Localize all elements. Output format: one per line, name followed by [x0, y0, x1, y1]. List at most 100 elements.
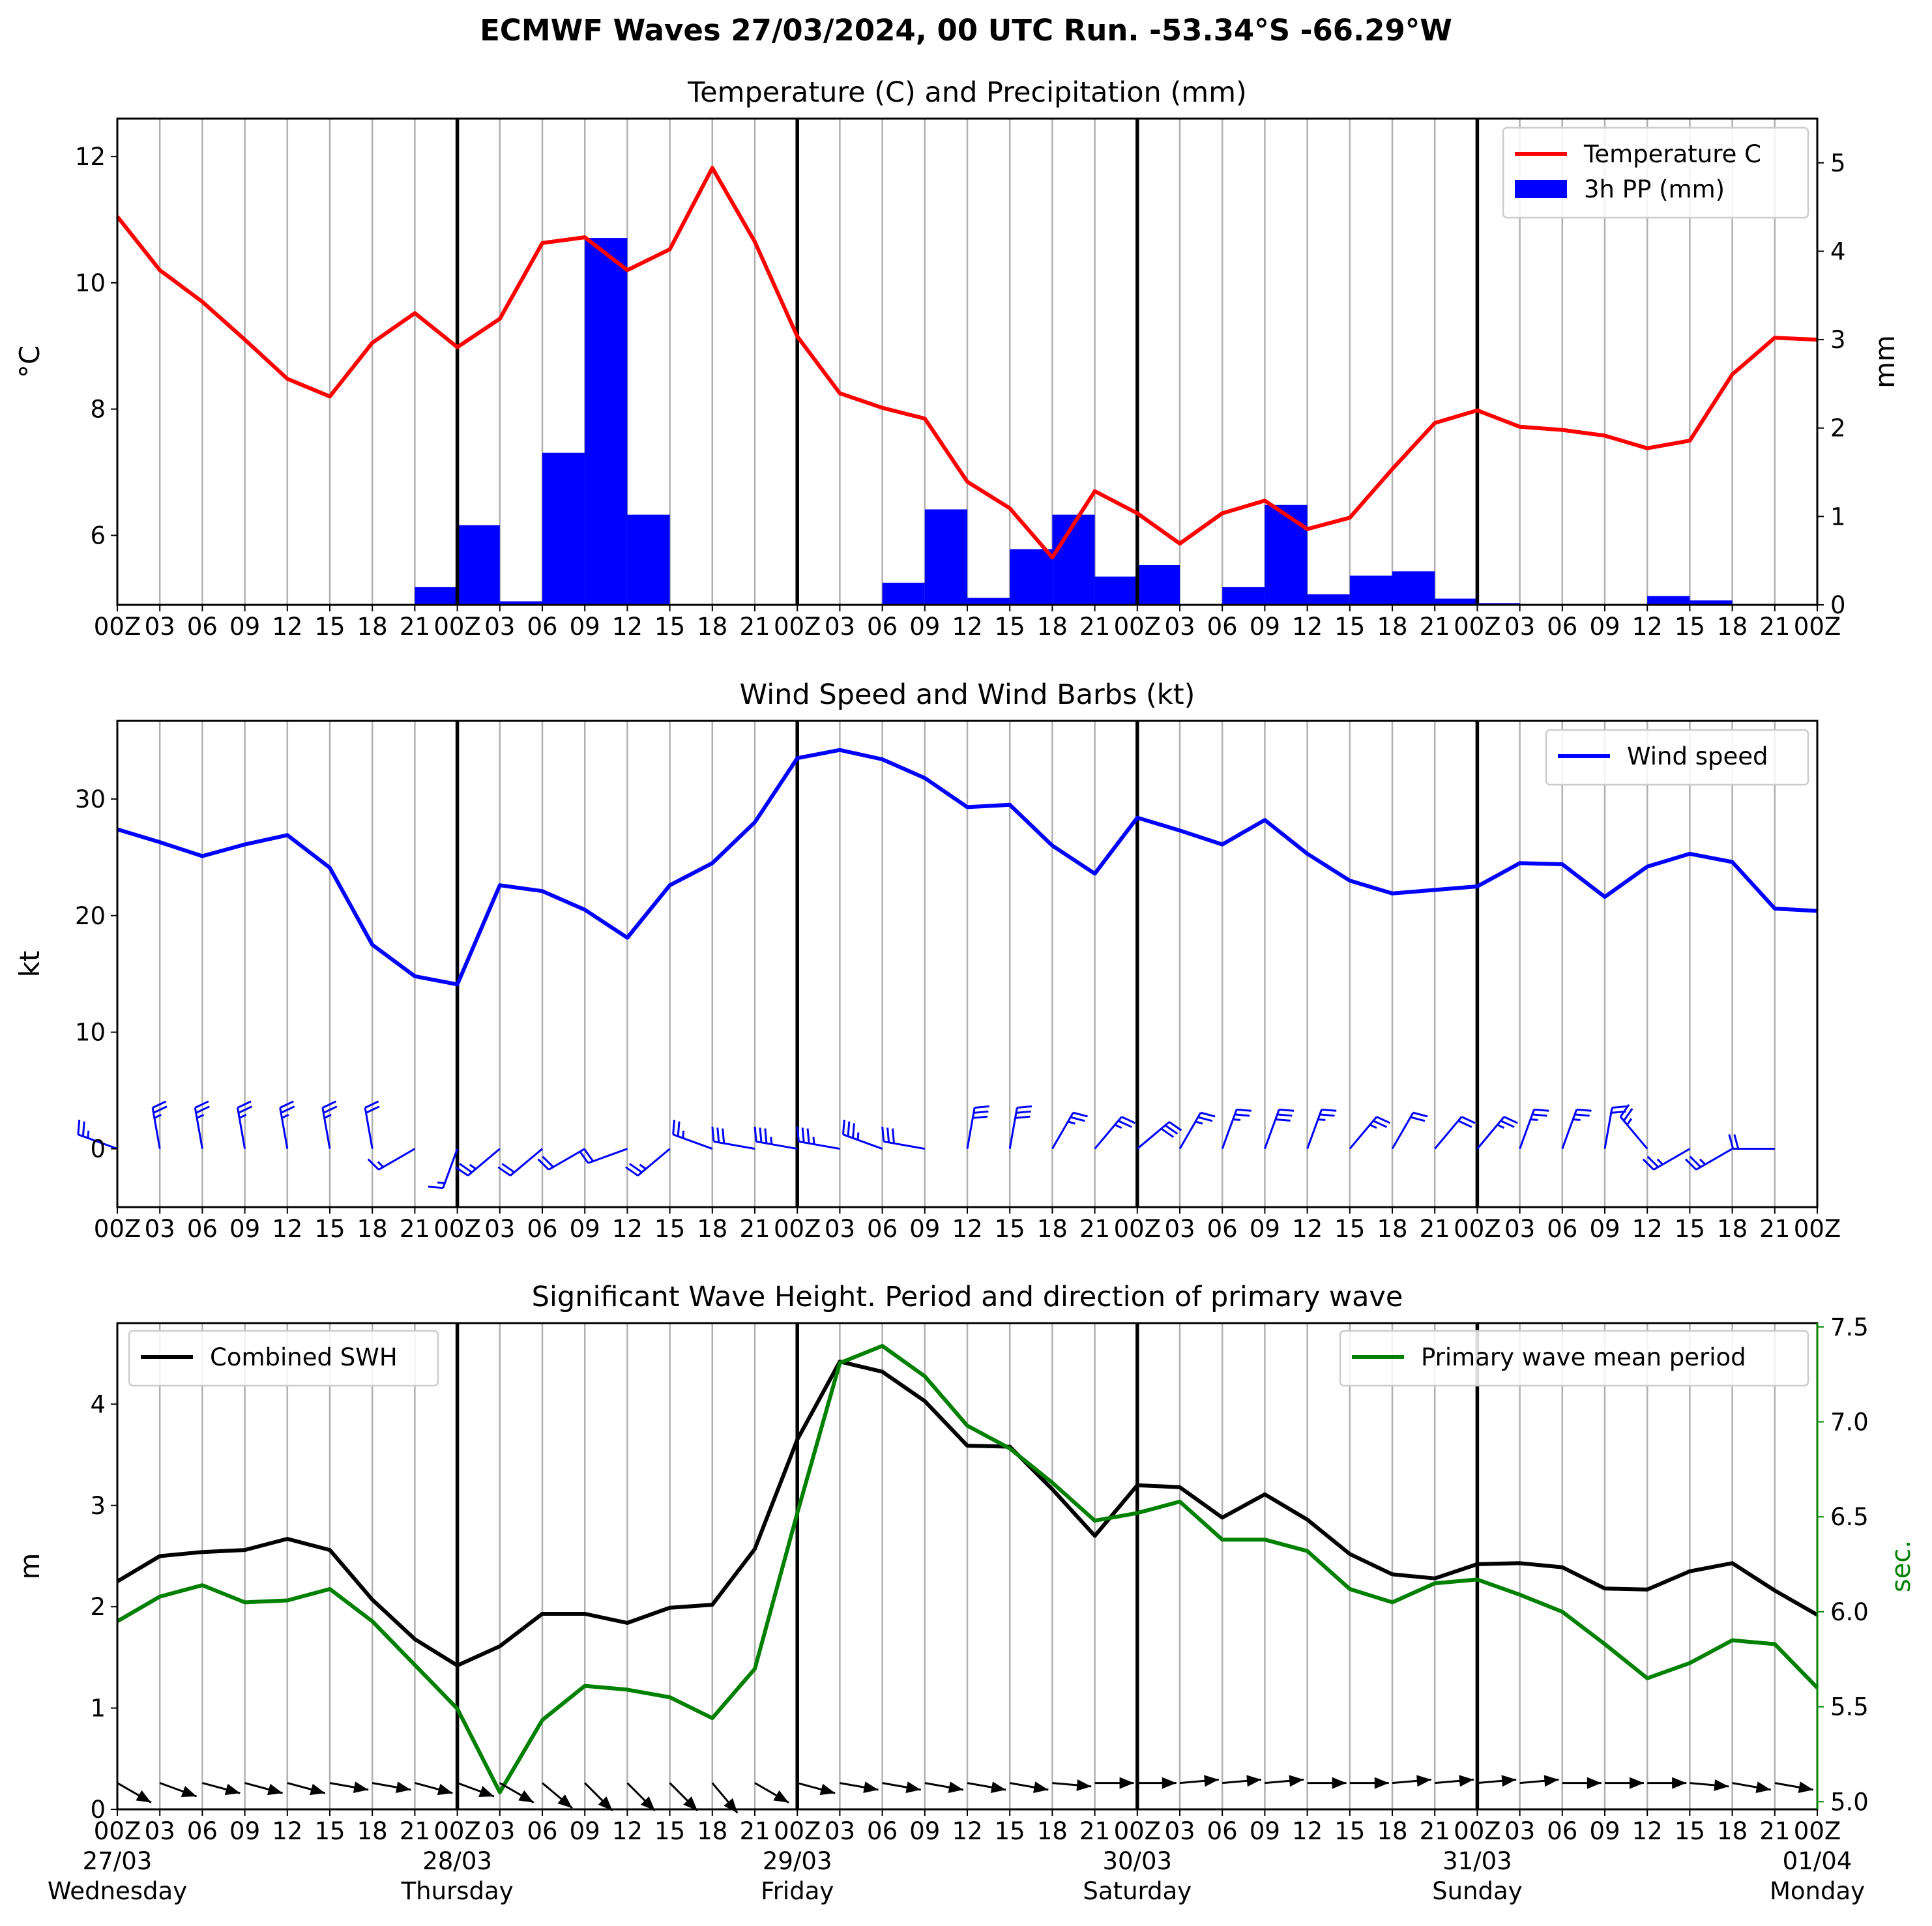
wind-barb-staff	[1263, 1109, 1280, 1150]
precip-bar	[457, 525, 500, 605]
wind-barb-feather	[1684, 1158, 1697, 1171]
wind-barb-feather	[364, 1100, 379, 1109]
x-tick-label: 09	[1589, 613, 1620, 641]
arrow-head	[267, 1783, 283, 1796]
wind-barb	[1391, 1111, 1428, 1150]
y2-tick-label: 6.0	[1830, 1598, 1869, 1626]
wind-barb-staff	[321, 1107, 331, 1149]
legend-label: Temperature C	[1583, 140, 1761, 168]
wind-barb-half-feather	[682, 1130, 685, 1139]
temperature-line	[115, 166, 1818, 560]
x-tick-label: 06	[527, 613, 557, 641]
x-tick-label: 06	[1207, 613, 1238, 641]
wave-direction-arrow	[1179, 1775, 1219, 1787]
wind-barb-feather	[1017, 1105, 1032, 1109]
arrow-head	[1416, 1775, 1431, 1787]
wind-barb	[1221, 1108, 1251, 1150]
wind-barb	[624, 1148, 671, 1176]
wind-barb-staff	[78, 1133, 118, 1150]
x-tick-label: 12	[272, 1817, 302, 1845]
x-tick-label: 15	[995, 1817, 1025, 1845]
wind-barb-feather	[973, 1110, 989, 1114]
wind-barb	[578, 1148, 628, 1164]
wind-barb-staff	[1391, 1112, 1414, 1150]
wave-direction-arrow	[1307, 1777, 1347, 1789]
wind-barb	[455, 1148, 501, 1176]
precip-bar	[1690, 600, 1733, 605]
wind-barb-staff	[1476, 1116, 1505, 1150]
wind-barb-feather	[238, 1105, 253, 1114]
wind-barb-feather	[1503, 1116, 1518, 1124]
y2-tick-label: 5.0	[1830, 1788, 1869, 1816]
day-name-label: Thursday	[401, 1877, 514, 1905]
wind-barb	[364, 1100, 380, 1149]
wave-direction-arrow	[924, 1781, 964, 1794]
wave-period-line	[116, 1344, 1819, 1794]
x-tick-label: 06	[187, 1817, 218, 1845]
wave-direction-arrow	[159, 1782, 198, 1798]
arrow-head	[437, 1783, 453, 1796]
wave-direction-arrow	[1477, 1775, 1517, 1787]
y-tick-label: 10	[75, 269, 106, 297]
wind-barb-feather	[365, 1105, 380, 1114]
wind-barb-feather	[806, 1128, 810, 1144]
wind-barb-half-feather	[1530, 1118, 1538, 1121]
x-tick-label: 03	[1504, 613, 1535, 641]
wind-barb-feather	[1576, 1108, 1592, 1112]
wind-barb	[796, 1126, 840, 1150]
wind-barb-feather	[722, 1128, 725, 1144]
wind-barb-feather	[280, 1105, 295, 1114]
wind-barb-feather	[1200, 1111, 1216, 1118]
arrow-head	[1755, 1781, 1771, 1794]
wind-barb-feather	[796, 1126, 800, 1142]
wave-direction-arrow	[117, 1782, 152, 1803]
day-name-label: Saturday	[1083, 1877, 1192, 1905]
y-tick-label: 20	[75, 902, 106, 930]
x-tick-label: 06	[1547, 613, 1577, 641]
x-tick-label: 18	[1037, 1817, 1068, 1845]
precip-bar	[1392, 571, 1435, 605]
wind-barb-half-feather	[1195, 1120, 1203, 1125]
x-tick-label: 21	[400, 613, 430, 641]
x-tick-label: 21	[1759, 1215, 1790, 1243]
wind-barb-half-feather	[377, 1161, 384, 1168]
y2-axis-label: mm	[1869, 335, 1901, 388]
x-tick-label: 12	[1292, 613, 1323, 641]
legend-label: Primary wave mean period	[1421, 1343, 1746, 1371]
wave-direction-arrow	[542, 1782, 573, 1809]
wind-barb-staff	[151, 1107, 161, 1149]
wind-barb-feather	[886, 1127, 890, 1143]
precip-bar	[967, 598, 1010, 605]
wind-barb	[1519, 1108, 1549, 1150]
wind-barb-half-feather	[1699, 1158, 1706, 1165]
y-tick-label: 4	[90, 1390, 106, 1418]
x-tick-label: 12	[612, 613, 643, 641]
wind-barb-feather	[1235, 1113, 1250, 1117]
y2-tick-label: 5.5	[1830, 1693, 1869, 1721]
wind-barb-staff	[467, 1148, 501, 1176]
wave-direction-arrow	[882, 1781, 921, 1794]
x-tick-label: 12	[612, 1215, 643, 1243]
wind-speed-line	[117, 748, 1818, 987]
wind-barb	[497, 1148, 543, 1176]
y2-tick-label: 7.0	[1830, 1408, 1869, 1437]
wave-direction-arrow	[244, 1782, 283, 1796]
arrow-head	[683, 1796, 698, 1811]
wind-barb	[77, 1119, 118, 1150]
swh-line	[116, 1360, 1819, 1668]
day-name-label: Friday	[761, 1877, 834, 1905]
precip-bar	[1010, 549, 1053, 605]
wind-barb-feather	[1373, 1120, 1388, 1128]
wind-barb-half-feather	[87, 1130, 90, 1139]
x-tick-label: 09	[909, 613, 940, 641]
arrow-head	[1501, 1775, 1517, 1787]
x-tick-label: 09	[1589, 1817, 1620, 1845]
y-tick-label: 8	[90, 396, 106, 424]
wave-direction-arrow	[1774, 1781, 1814, 1794]
wind-barb-feather	[1622, 1108, 1633, 1122]
x-tick-label: 09	[1250, 1215, 1280, 1243]
precip-bar	[1137, 564, 1180, 605]
x-tick-label: 21	[400, 1817, 430, 1845]
y-tick-label: 6	[90, 521, 106, 549]
wind-barb-feather	[578, 1150, 589, 1164]
